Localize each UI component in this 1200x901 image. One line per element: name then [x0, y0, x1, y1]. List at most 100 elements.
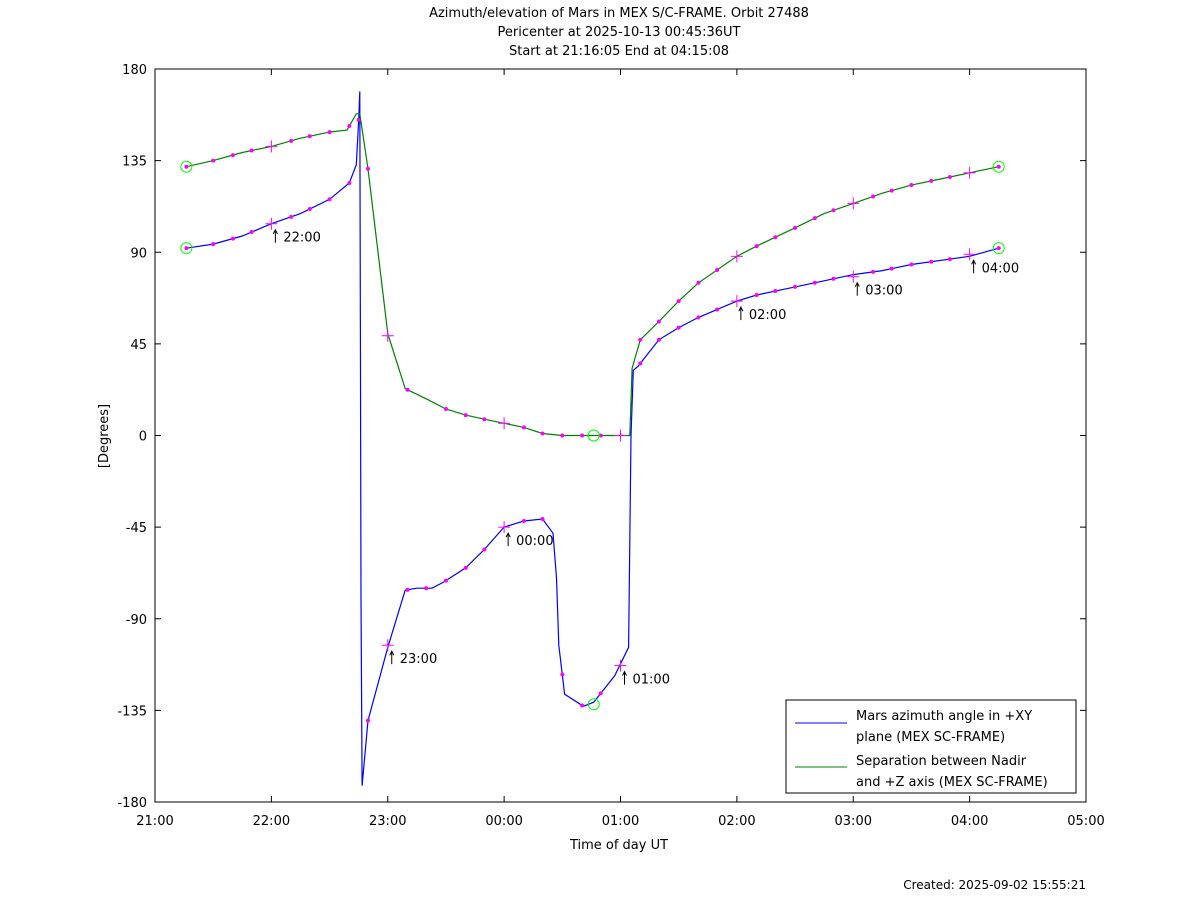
- series-dot-separation: [676, 299, 681, 304]
- series-dot-separation: [580, 433, 585, 438]
- series-dot-separation: [696, 280, 701, 285]
- series-dot-azimuth: [812, 280, 817, 285]
- series-dot-azimuth: [889, 266, 894, 271]
- series-dot-azimuth: [715, 307, 720, 312]
- endpoint-circle-separation: [180, 160, 193, 173]
- series-dot-separation: [521, 425, 526, 430]
- series-dot-azimuth: [347, 181, 352, 186]
- endpoint-circle-azimuth: [992, 242, 1005, 255]
- series-dot-separation: [889, 188, 894, 193]
- y-tick-label: 180: [122, 63, 147, 78]
- series-dot-separation: [909, 183, 914, 188]
- series-dot-azimuth: [211, 242, 216, 247]
- chart-title-line-2: Pericenter at 2025-10-13 00:45:36UT: [497, 25, 740, 40]
- legend-label-separation-line-2: and +Z axis (MEX SC-FRAME): [856, 775, 1048, 790]
- series-dot-azimuth: [443, 578, 448, 583]
- series-dot-separation: [560, 433, 565, 438]
- legend-label-azimuth-line-1: Mars azimuth angle in +XY: [856, 709, 1032, 724]
- series-dot-separation: [482, 417, 487, 422]
- series-dot-separation: [996, 164, 1001, 169]
- series-dot-azimuth: [929, 259, 934, 264]
- series-dot-azimuth: [327, 197, 332, 202]
- hour-arrow-head: [738, 305, 744, 312]
- hour-label: 01:00: [633, 673, 670, 688]
- series-dot-azimuth: [909, 262, 914, 267]
- series-dot-separation: [347, 124, 352, 129]
- x-tick-label: 04:00: [951, 814, 988, 829]
- x-tick-label: 05:00: [1067, 814, 1104, 829]
- series-dot-azimuth: [831, 276, 836, 281]
- series-dot-azimuth: [871, 269, 876, 274]
- series-dot-azimuth: [598, 691, 603, 696]
- series-dot-azimuth: [405, 587, 410, 592]
- series-dot-separation: [307, 134, 312, 139]
- legend-label-separation-line-1: Separation between Nadir: [856, 754, 1027, 769]
- series-dot-separation: [715, 267, 720, 272]
- hour-label: 03:00: [865, 284, 902, 299]
- series-dot-separation: [929, 178, 934, 183]
- legend-box: [785, 699, 1077, 794]
- x-tick-label: 02:00: [718, 814, 755, 829]
- y-axis-label: [Degrees]: [97, 404, 112, 468]
- endpoint-circle-azimuth: [180, 242, 193, 255]
- hour-arrow-head: [389, 650, 395, 656]
- series-dot-azimuth: [356, 117, 361, 122]
- series-dot-azimuth: [773, 289, 778, 294]
- series-dot-azimuth: [696, 315, 701, 320]
- series-dot-azimuth: [996, 246, 1001, 251]
- series-dot-separation: [540, 431, 545, 436]
- series-dot-separation: [365, 166, 370, 171]
- series-dot-separation: [230, 153, 235, 158]
- x-tick-label: 21:00: [136, 814, 173, 829]
- series-dot-azimuth: [424, 586, 429, 591]
- legend-label-azimuth-line-2: plane (MEX SC-FRAME): [856, 730, 1005, 745]
- series-dot-separation: [463, 413, 468, 418]
- y-tick-label: 135: [122, 155, 147, 170]
- series-dot-azimuth: [656, 337, 661, 342]
- series-dot-separation: [871, 194, 876, 199]
- series-dot-separation: [598, 433, 603, 438]
- series-dot-azimuth: [289, 214, 294, 219]
- x-tick-label: 00:00: [485, 814, 522, 829]
- endpoint-circle-separation: [992, 160, 1005, 173]
- series-dot-separation: [405, 387, 410, 392]
- y-tick-label: 0: [139, 430, 147, 445]
- series-dot-azimuth: [307, 207, 312, 212]
- series-dot-separation: [812, 216, 817, 221]
- series-dot-separation: [656, 319, 661, 324]
- y-tick-label: -90: [126, 613, 147, 628]
- series-dot-azimuth: [463, 565, 468, 570]
- series-dot-azimuth: [482, 547, 487, 552]
- x-tick-label: 01:00: [602, 814, 639, 829]
- series-dot-azimuth: [365, 718, 370, 723]
- created-timestamp: Created: 2025-09-02 15:55:21: [903, 878, 1086, 892]
- hour-label: 23:00: [400, 652, 437, 667]
- series-dot-azimuth: [521, 519, 526, 524]
- series-dot-azimuth: [540, 516, 545, 521]
- series-dot-separation: [443, 407, 448, 412]
- x-tick-label: 23:00: [369, 814, 406, 829]
- hour-label: 04:00: [982, 261, 1019, 276]
- series-dot-separation: [184, 164, 189, 169]
- hour-arrow-head: [854, 281, 860, 287]
- series-dot-azimuth: [560, 672, 565, 677]
- hour-arrow-head: [272, 228, 278, 234]
- hour-label: 00:00: [516, 534, 553, 549]
- series-dot-azimuth: [754, 293, 759, 298]
- series-line-separation: [186, 113, 999, 437]
- endpoint-circle-azimuth: [587, 698, 600, 711]
- y-tick-label: -180: [117, 796, 147, 811]
- series-dot-azimuth: [580, 703, 585, 708]
- series-dot-separation: [754, 244, 759, 249]
- x-tick-label: 22:00: [253, 814, 290, 829]
- series-dot-azimuth: [230, 236, 235, 241]
- series-dot-separation: [211, 158, 216, 163]
- endpoint-circle-separation: [587, 429, 600, 442]
- x-axis-label: Time of day UT: [569, 838, 668, 853]
- series-dot-separation: [249, 148, 254, 153]
- series-dot-azimuth: [676, 325, 681, 330]
- series-dot-separation: [947, 174, 952, 179]
- series-dot-azimuth: [184, 246, 189, 251]
- chart-title-line-1: Azimuth/elevation of Mars in MEX S/C-FRA…: [429, 6, 809, 21]
